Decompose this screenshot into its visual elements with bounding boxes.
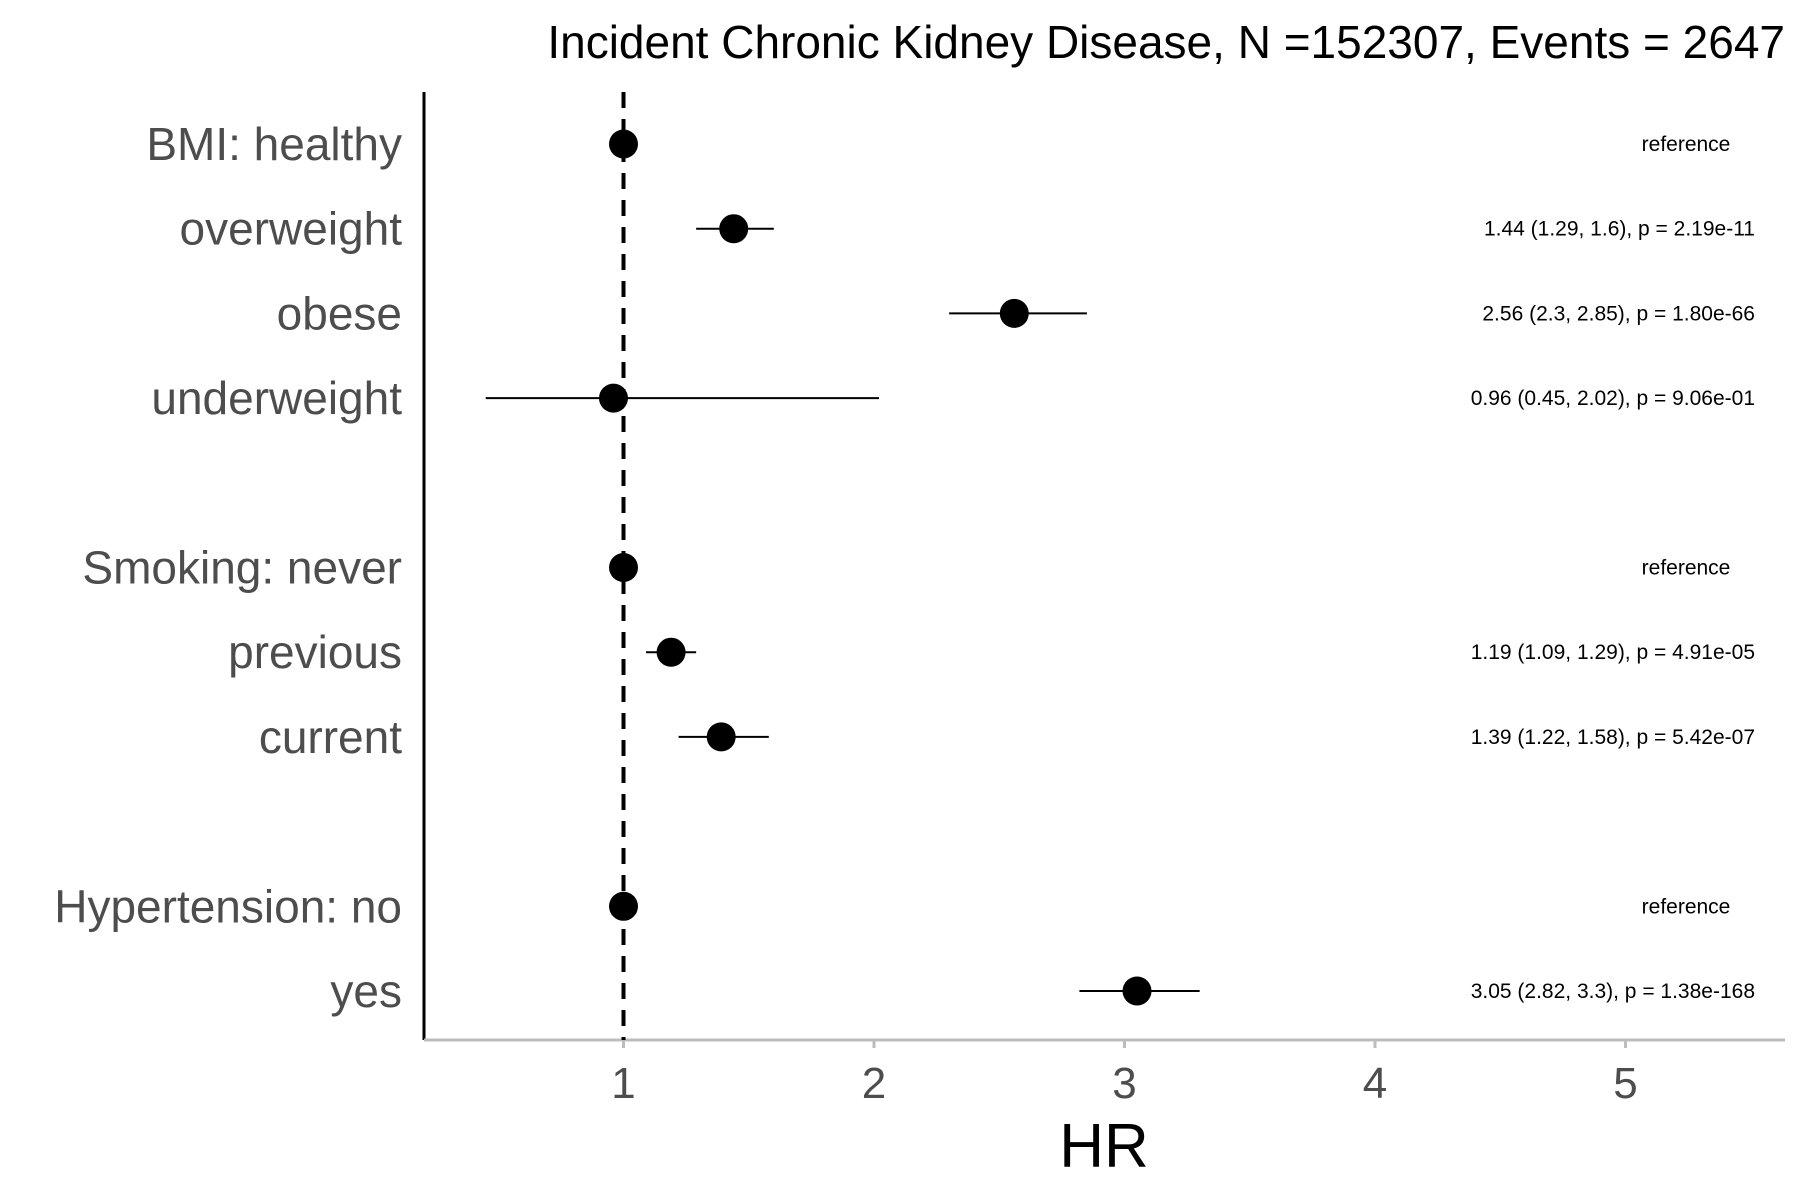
x-tick-label: 4 (1363, 1059, 1387, 1108)
row-label: obese (277, 287, 402, 339)
row-label: current (259, 711, 402, 763)
hr-point (999, 298, 1029, 328)
x-tick-label: 5 (1613, 1059, 1637, 1108)
row-annotation: reference (1642, 895, 1731, 918)
row-annotation: 3.05 (2.82, 3.3), p = 1.38e-168 (1471, 980, 1755, 1003)
row-annotation: 1.39 (1.22, 1.58), p = 5.42e-07 (1471, 726, 1755, 749)
x-axis-label: HR (1059, 1112, 1149, 1181)
hr-point (609, 553, 638, 582)
row-annotation: reference (1642, 557, 1731, 580)
hr-point (1122, 976, 1152, 1006)
hr-point (656, 637, 686, 667)
hr-point (598, 383, 628, 413)
chart-title: Incident Chronic Kidney Disease, N =1523… (547, 16, 1785, 68)
row-label: Hypertension: no (54, 880, 402, 932)
rows-layer: BMI: healthy reference overweight 1.44 (1.2… (54, 118, 1755, 1017)
row-label: BMI: healthy (146, 118, 402, 170)
x-tick-label: 3 (1112, 1059, 1136, 1108)
row-annotation: 1.19 (1.09, 1.29), p = 4.91e-05 (1471, 641, 1755, 664)
x-tick-label: 2 (862, 1059, 886, 1108)
row-label: overweight (180, 203, 403, 255)
row-label: previous (228, 626, 402, 678)
row-label: Smoking: never (82, 542, 402, 594)
row-annotation: 0.96 (0.45, 2.02), p = 9.06e-01 (1471, 387, 1755, 410)
row-label: underweight (151, 372, 402, 424)
x-tick-label: 1 (611, 1059, 635, 1108)
row-annotation: 1.44 (1.29, 1.6), p = 2.19e-11 (1484, 218, 1755, 241)
hr-point (719, 214, 749, 244)
hr-point (706, 722, 736, 752)
hr-point (609, 891, 638, 921)
hr-point (609, 129, 638, 159)
x-ticks-layer: 1 2 3 4 5 (611, 1040, 1638, 1108)
row-annotation: reference (1642, 133, 1731, 156)
row-annotation: 2.56 (2.3, 2.85), p = 1.80e-66 (1482, 302, 1755, 325)
row-label: yes (330, 965, 402, 1017)
